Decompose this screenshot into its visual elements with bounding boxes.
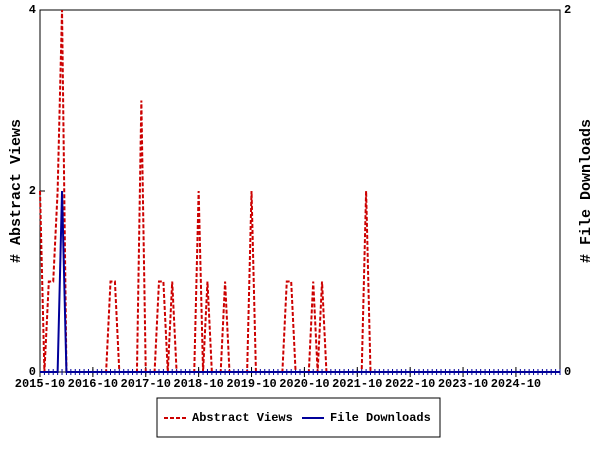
y-tick-label: 4 bbox=[29, 3, 36, 17]
x-tick-label: 2015-10 bbox=[15, 377, 65, 391]
x-tick-label: 2018-10 bbox=[173, 377, 223, 391]
series-line bbox=[39, 9, 560, 373]
x-tick-label: 2024-10 bbox=[491, 377, 541, 391]
x-tick-label: 2021-10 bbox=[332, 377, 382, 391]
y-tick-label: 0 bbox=[29, 365, 36, 379]
series-line bbox=[40, 190, 560, 373]
y-tick-label: 2 bbox=[29, 184, 36, 198]
y2-axis-title: # File Downloads bbox=[578, 119, 595, 263]
x-tick-label: 2019-10 bbox=[226, 377, 276, 391]
x-tick-label: 2017-10 bbox=[121, 377, 171, 391]
plot-frame bbox=[39, 9, 561, 373]
x-tick-label: 2016-10 bbox=[68, 377, 118, 391]
x-tick-label: 2022-10 bbox=[385, 377, 435, 391]
x-tick-label: 2020-10 bbox=[279, 377, 329, 391]
y2-tick-label: 2 bbox=[564, 3, 571, 17]
legend-label: File Downloads bbox=[330, 411, 431, 425]
y-axis-title: # Abstract Views bbox=[8, 119, 25, 263]
x-tick-label: 2023-10 bbox=[438, 377, 488, 391]
y2-tick-label: 0 bbox=[564, 365, 571, 379]
legend-box bbox=[156, 397, 441, 438]
legend-label: Abstract Views bbox=[192, 411, 293, 425]
